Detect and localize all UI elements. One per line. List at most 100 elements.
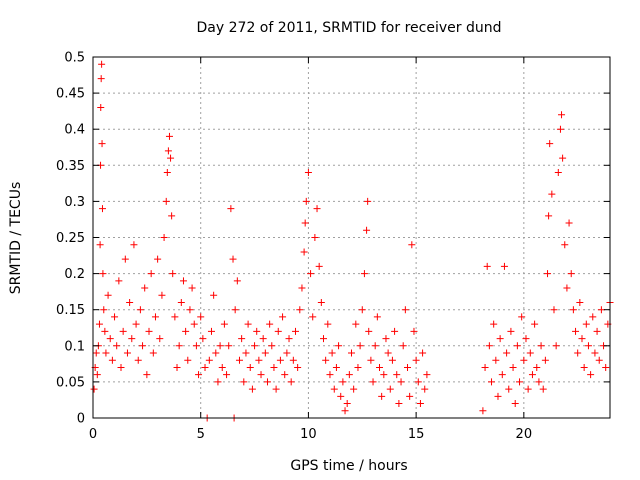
data-point — [376, 363, 384, 371]
plot-frame — [92, 56, 611, 419]
data-point — [229, 255, 237, 263]
data-point — [567, 270, 575, 278]
data-point — [190, 320, 198, 328]
data-point — [184, 356, 192, 364]
data-point — [544, 270, 552, 278]
data-point — [167, 154, 175, 162]
data-point — [147, 270, 155, 278]
data-point — [251, 342, 259, 350]
data-point — [345, 371, 353, 379]
data-point — [218, 363, 226, 371]
data-point — [93, 371, 101, 379]
x-tick-label: 0 — [89, 427, 97, 442]
data-point — [531, 320, 539, 328]
data-point — [337, 392, 345, 400]
data-point — [522, 335, 530, 343]
data-point — [589, 313, 597, 321]
data-point — [302, 197, 310, 205]
data-point — [578, 335, 586, 343]
data-point — [554, 169, 562, 177]
data-point — [233, 277, 241, 285]
data-point — [528, 371, 536, 379]
data-point — [227, 205, 235, 213]
data-point — [492, 356, 500, 364]
data-point — [412, 356, 420, 364]
data-point — [248, 385, 256, 393]
data-point — [503, 349, 511, 357]
data-point — [539, 385, 547, 393]
data-point — [98, 205, 106, 213]
y-tick-label: 0.5 — [64, 51, 85, 66]
y-tick-label: 0.15 — [56, 303, 85, 318]
data-point — [496, 335, 504, 343]
y-tick-label: 0.35 — [56, 159, 85, 174]
data-point — [341, 407, 349, 415]
data-point — [382, 335, 390, 343]
data-point — [145, 327, 153, 335]
data-point — [240, 378, 248, 386]
data-point — [162, 197, 170, 205]
data-point — [576, 298, 584, 306]
data-point — [354, 363, 362, 371]
data-point — [126, 298, 134, 306]
data-point — [225, 342, 233, 350]
data-point — [291, 327, 299, 335]
data-point — [545, 212, 553, 220]
x-tick-label: 20 — [516, 427, 533, 442]
data-point — [259, 335, 267, 343]
data-point — [99, 270, 107, 278]
data-point — [561, 241, 569, 249]
data-point — [274, 327, 282, 335]
data-point — [220, 320, 228, 328]
data-point — [330, 385, 338, 393]
data-point — [216, 342, 224, 350]
y-tick-label: 0.45 — [56, 87, 85, 102]
data-point — [188, 284, 196, 292]
data-point — [533, 363, 541, 371]
y-tick-label: 0.1 — [64, 339, 85, 354]
data-point — [287, 378, 295, 386]
data-point — [235, 356, 243, 364]
data-point — [285, 335, 293, 343]
data-point — [132, 320, 140, 328]
data-point — [602, 363, 610, 371]
data-point — [391, 327, 399, 335]
data-point — [98, 60, 106, 68]
data-point — [283, 349, 291, 357]
data-point — [319, 335, 327, 343]
data-point — [192, 342, 200, 350]
data-point — [90, 385, 98, 393]
data-point — [255, 356, 263, 364]
data-point — [96, 241, 104, 249]
data-point — [597, 306, 605, 314]
data-point — [279, 313, 287, 321]
data-point — [548, 190, 556, 198]
data-point — [388, 356, 396, 364]
data-point — [165, 132, 173, 140]
data-point — [212, 349, 220, 357]
x-tick-labels: 0 5 10 15 20 — [89, 427, 532, 442]
data-point — [175, 342, 183, 350]
data-point — [300, 248, 308, 256]
data-point — [423, 371, 431, 379]
data-points — [90, 60, 614, 422]
data-point — [358, 306, 366, 314]
data-point — [121, 255, 129, 263]
data-point — [97, 104, 105, 112]
data-point — [550, 306, 558, 314]
data-point — [546, 140, 554, 148]
x-tick-label: 10 — [300, 427, 317, 442]
data-point — [134, 356, 142, 364]
data-point — [244, 320, 252, 328]
data-point — [111, 313, 119, 321]
data-point — [516, 378, 524, 386]
data-point — [563, 284, 571, 292]
data-point — [384, 349, 392, 357]
data-point — [231, 306, 239, 314]
data-point — [401, 306, 409, 314]
data-point — [309, 313, 317, 321]
data-point — [272, 385, 280, 393]
y-tick-label: 0.3 — [64, 195, 85, 210]
data-point — [520, 356, 528, 364]
